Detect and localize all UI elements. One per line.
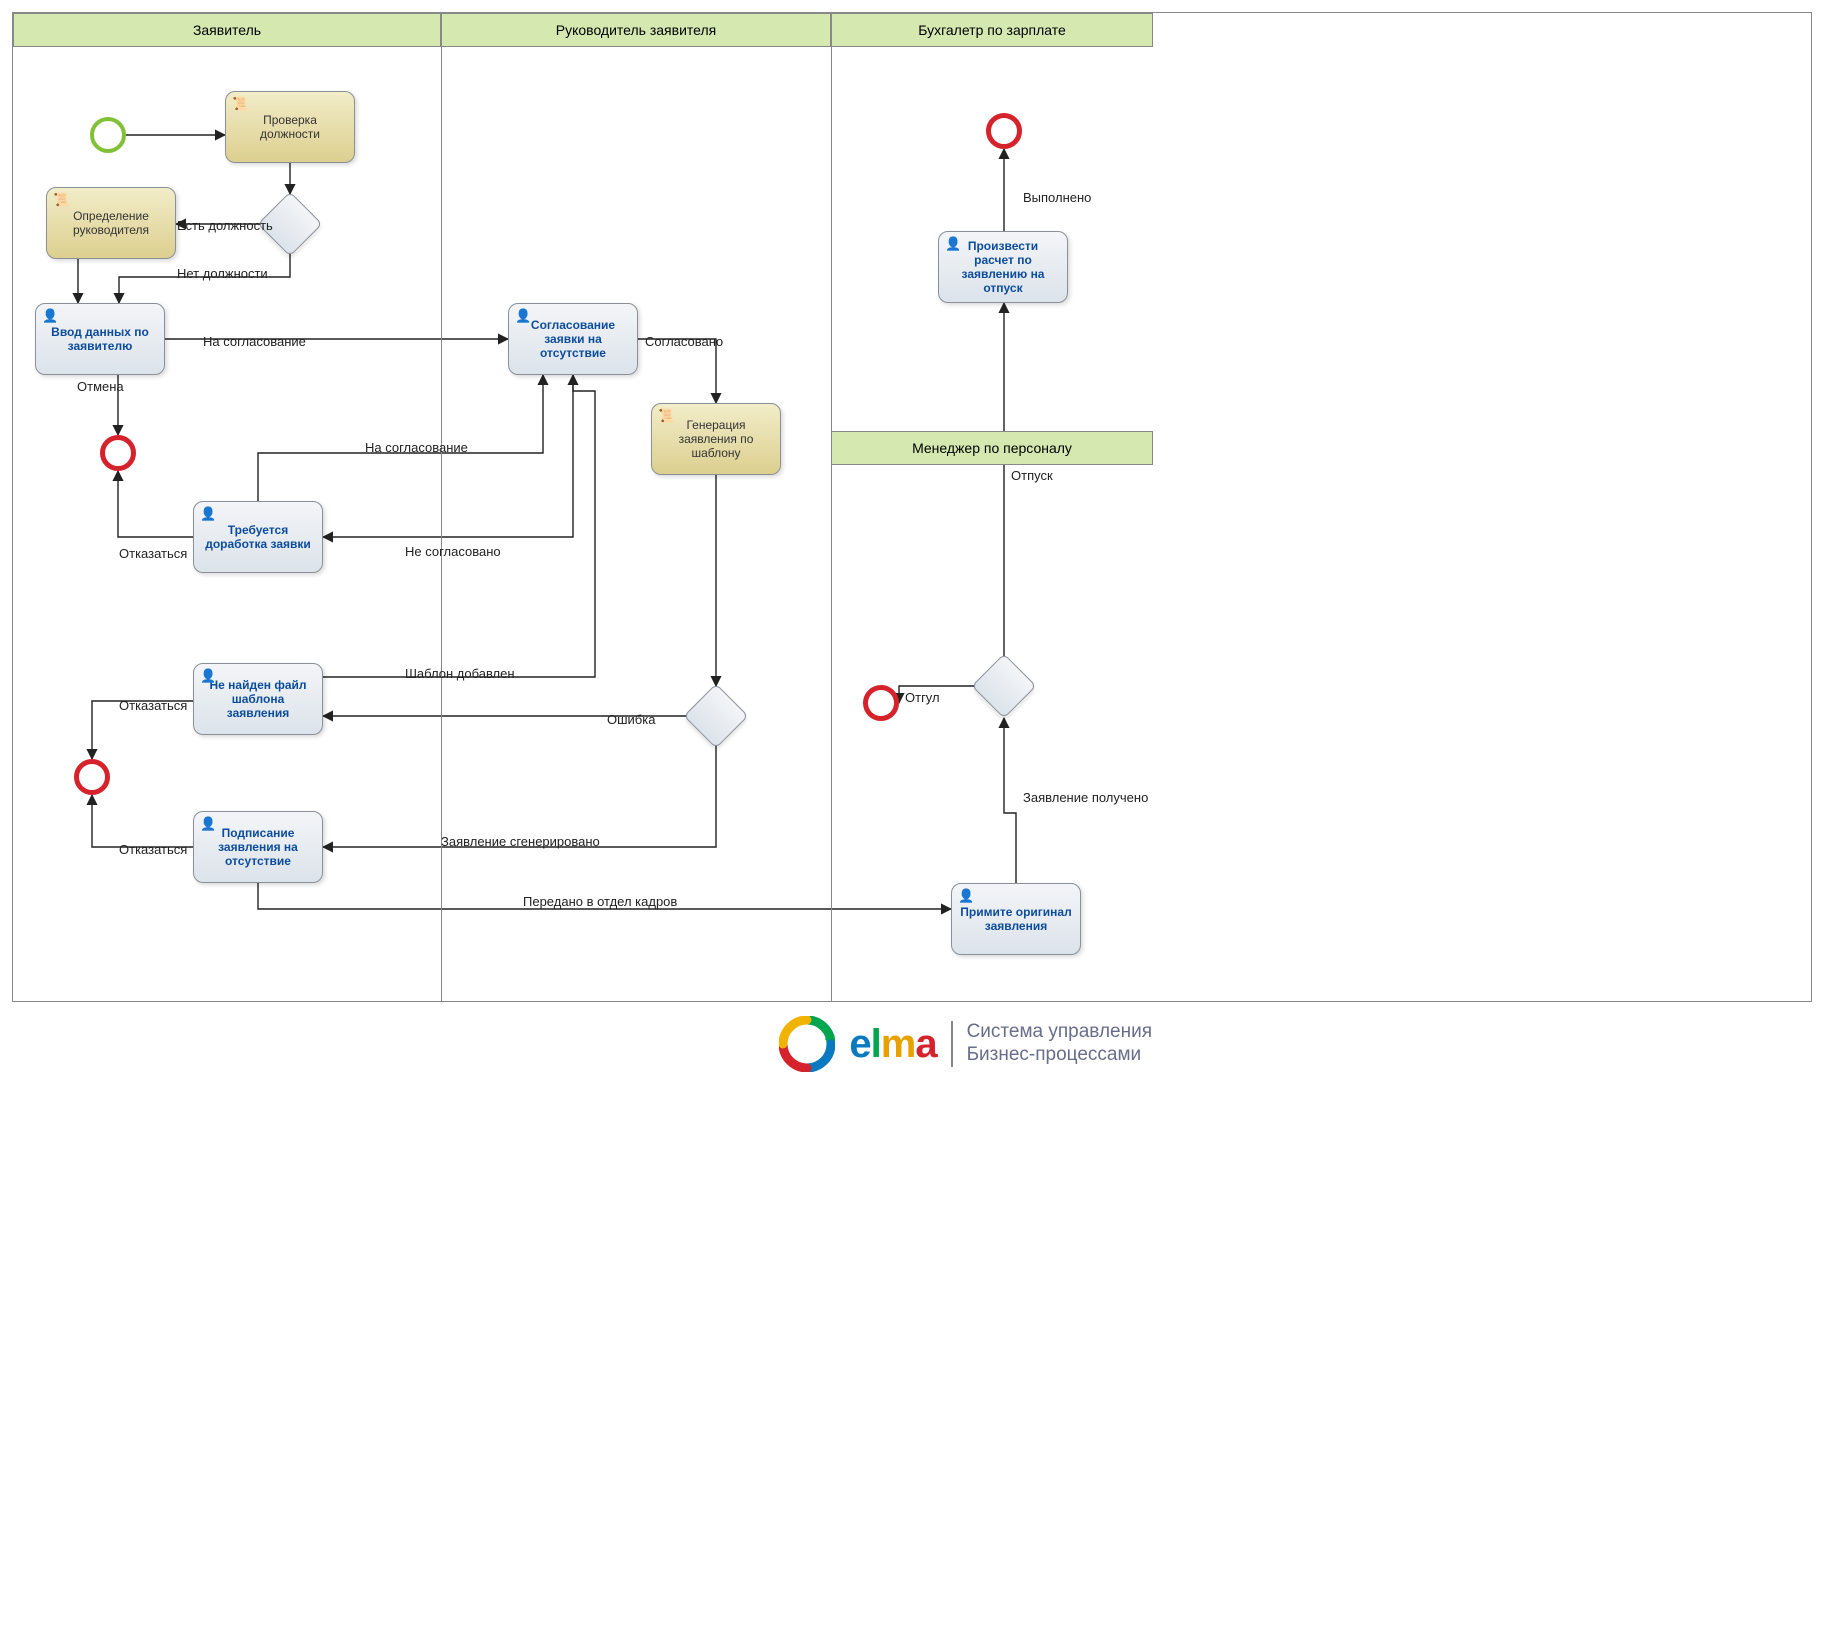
edge-label: Нет должности	[177, 266, 268, 281]
node-t4: 👤Требуется доработка заявки	[193, 501, 323, 573]
elma-logo-text: elma	[849, 1022, 936, 1067]
lane-header: Руководитель заявителя	[441, 13, 831, 47]
node-end4	[863, 685, 899, 721]
node-t3: 👤Ввод данных по заявителю	[35, 303, 165, 375]
edge-label: Заявление получено	[1023, 790, 1148, 805]
script-icon: 📜	[53, 192, 69, 208]
edge-label: Отмена	[77, 379, 124, 394]
node-g2	[683, 683, 748, 748]
node-t8: 📜Генерация заявления по шаблону	[651, 403, 781, 475]
script-icon: 📜	[232, 96, 248, 112]
node-t10: 👤Примите оригинал заявления	[951, 883, 1081, 955]
edge-label: Отказаться	[119, 546, 187, 561]
edge-label: Отказаться	[119, 842, 187, 857]
task-label: Генерация заявления по шаблону	[660, 418, 772, 460]
edge-label: На согласование	[365, 440, 468, 455]
footer: elma Система управления Бизнес-процессам…	[12, 1016, 1152, 1072]
user-icon: 👤	[200, 506, 216, 522]
user-icon: 👤	[515, 308, 531, 324]
elma-logo-swirl	[779, 1016, 835, 1072]
node-end1	[100, 435, 136, 471]
lane-divider	[831, 13, 832, 1001]
edge-label: Согласовано	[645, 334, 723, 349]
user-icon: 👤	[200, 816, 216, 832]
node-t6: 👤Подписание заявления на отсутствие	[193, 811, 323, 883]
bpmn-canvas: ЗаявительРуководитель заявителяБухгалетр…	[13, 13, 1153, 1001]
edge-label: Отказаться	[119, 698, 187, 713]
task-label: Не найден файл шаблона заявления	[202, 678, 314, 720]
node-t1: 📜Проверка должности	[225, 91, 355, 163]
node-g3	[971, 653, 1036, 718]
node-end2	[74, 759, 110, 795]
diagram-frame: ЗаявительРуководитель заявителяБухгалетр…	[12, 12, 1812, 1002]
node-t9: 👤Произвести расчет по заявлению на отпус…	[938, 231, 1068, 303]
task-label: Примите оригинал заявления	[960, 905, 1072, 933]
lane-divider	[441, 13, 442, 1001]
edge-label: Заявление сгенерировано	[441, 834, 600, 849]
node-t7: 👤Согласование заявки на отсутствие	[508, 303, 638, 375]
edge-label: Отпуск	[1011, 468, 1053, 483]
edge-label: Шаблон добавлен	[405, 666, 515, 681]
lane-header: Бухгалетр по зарплате	[831, 13, 1153, 47]
task-label: Определение руководителя	[55, 209, 167, 237]
task-label: Ввод данных по заявителю	[44, 325, 156, 353]
lane-header: Менеджер по персоналу	[831, 431, 1153, 465]
task-label: Подписание заявления на отсутствие	[202, 826, 314, 868]
task-label: Согласование заявки на отсутствие	[517, 318, 629, 360]
edge-label: Ошибка	[607, 712, 655, 727]
edge-label: Не согласовано	[405, 544, 501, 559]
task-label: Требуется доработка заявки	[202, 523, 314, 551]
node-start1	[90, 117, 126, 153]
task-label: Проверка должности	[234, 113, 346, 141]
task-label: Произвести расчет по заявлению на отпуск	[947, 239, 1059, 295]
user-icon: 👤	[42, 308, 58, 324]
edge-label: Выполнено	[1023, 190, 1091, 205]
tagline-line1: Система управления	[967, 1021, 1152, 1044]
script-icon: 📜	[658, 408, 674, 424]
edge-label: Отгул	[905, 690, 940, 705]
tagline-line2: Бизнес-процессами	[967, 1044, 1152, 1067]
edge-label: Передано в отдел кадров	[523, 894, 677, 909]
edge-label: На согласование	[203, 334, 306, 349]
edge-label: Есть должность	[177, 218, 273, 233]
node-t2: 📜Определение руководителя	[46, 187, 176, 259]
node-t5: 👤Не найден файл шаблона заявления	[193, 663, 323, 735]
user-icon: 👤	[945, 236, 961, 252]
tagline: Система управления Бизнес-процессами	[951, 1021, 1152, 1067]
node-end3	[986, 113, 1022, 149]
lane-header: Заявитель	[13, 13, 441, 47]
user-icon: 👤	[200, 668, 216, 684]
user-icon: 👤	[958, 888, 974, 904]
lane-divider-h	[831, 431, 1153, 432]
